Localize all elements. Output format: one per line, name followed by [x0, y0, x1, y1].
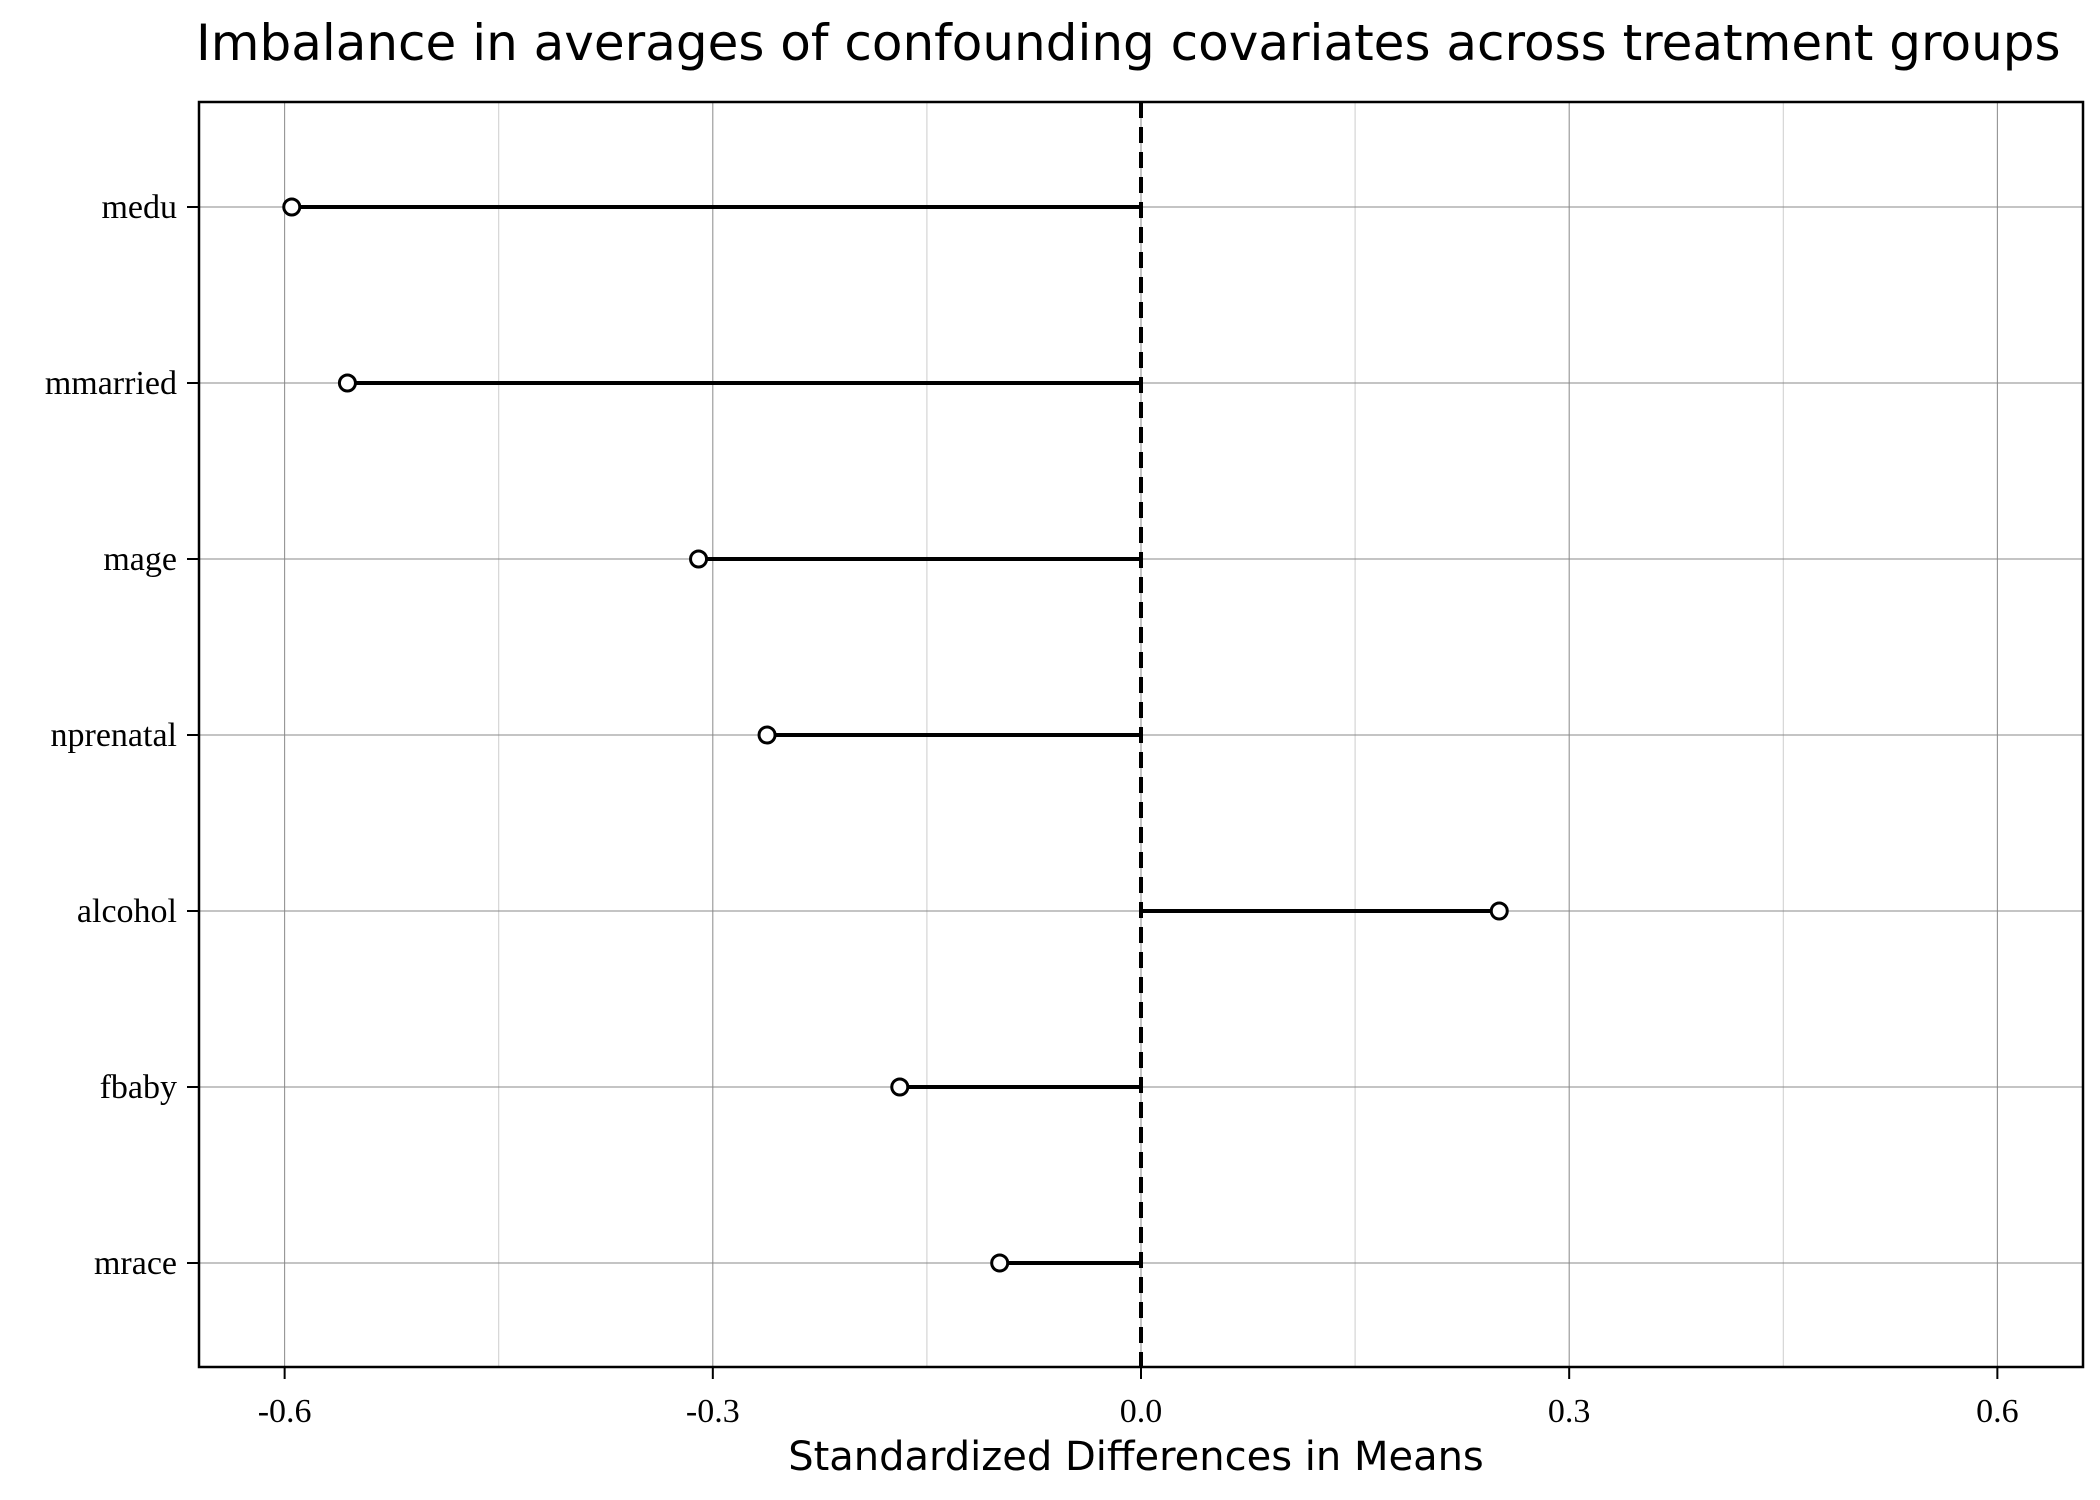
lollipop-stems: [291, 205, 1500, 1265]
lollipop-marker-alcohol: [1489, 901, 1509, 921]
chart-title: Imbalance in averages of confounding cov…: [196, 14, 2061, 72]
y-tick-label-fbaby: fbaby: [100, 1069, 177, 1106]
x-axis-title: Standardized Differences in Means: [788, 1434, 1484, 1480]
y-tick-label-alcohol: alcohol: [77, 893, 177, 930]
lollipop-marker-nprenatal: [757, 725, 777, 745]
x-tick-label: 0.0: [1120, 1393, 1163, 1430]
lollipop-markers: [282, 197, 1509, 1273]
lollipop-marker-fbaby: [890, 1077, 910, 1097]
y-axis-ticks: medu mmarried mage nprenatal alcohol fbaby mra…: [45, 189, 199, 1282]
y-tick-label-mrace: mrace: [94, 1245, 177, 1282]
x-tick-label: 0.6: [1976, 1393, 2019, 1430]
y-tick-label-nprenatal: nprenatal: [51, 717, 178, 754]
x-tick-label: 0.3: [1548, 1393, 1591, 1430]
x-tick-label: -0.6: [258, 1393, 312, 1430]
lollipop-marker-mage: [689, 549, 709, 569]
y-tick-label-medu: medu: [101, 189, 177, 226]
x-tick-label: -0.3: [686, 1393, 740, 1430]
x-axis-ticks: -0.6 -0.3 0.0 0.3 0.6: [258, 1367, 2019, 1430]
lollipop-marker-mmarried: [337, 373, 357, 393]
y-tick-label-mmarried: mmarried: [45, 365, 177, 402]
lollipop-marker-medu: [282, 197, 302, 217]
y-tick-label-mage: mage: [103, 541, 177, 578]
lollipop-marker-mrace: [990, 1253, 1010, 1273]
